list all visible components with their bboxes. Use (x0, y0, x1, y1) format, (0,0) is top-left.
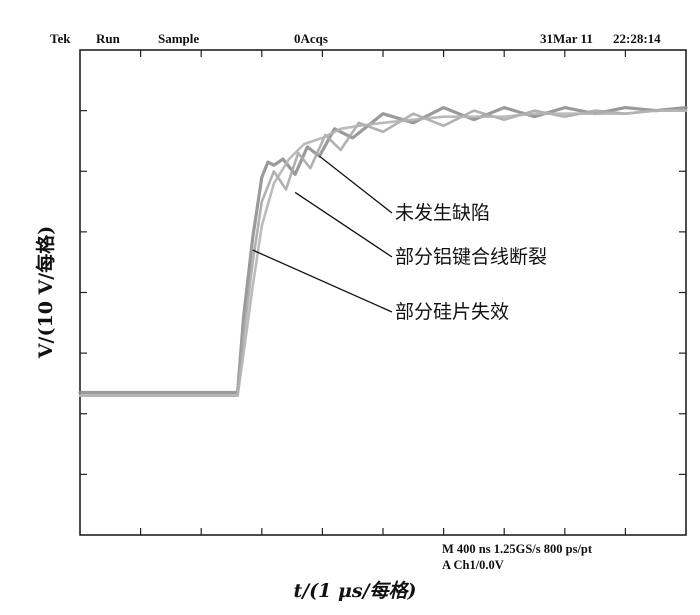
x-axis-label: t/(1 μs/每格) (293, 580, 416, 602)
trace-annotations: 未发生缺陷 部分铝键合线断裂 部分硅片失效 (252, 155, 547, 323)
acquire-mode-label: Sample (158, 31, 199, 46)
annotation-leader-line (252, 249, 393, 313)
settings-readout: M 400 ns 1.25GS/s 800 ps/pt A Ch1/0.0V (442, 542, 593, 572)
status-bar: Tek Run Sample 0Acqs 31Mar 11 22:28:14 (50, 31, 661, 46)
annotation-label-no-defect: 未发生缺陷 (395, 202, 490, 224)
waveform-traces (78, 105, 688, 397)
trigger-readout: A Ch1/0.0V (442, 558, 504, 572)
trace-line-1 (78, 105, 688, 395)
run-state-label: Run (96, 31, 121, 46)
date-label: 31Mar 11 (540, 31, 593, 46)
trace-line-3 (78, 109, 688, 397)
annotation-label-chip-failure: 部分硅片失效 (395, 301, 509, 323)
annotation-label-bond-wire-break: 部分铝键合线断裂 (395, 246, 547, 268)
annotation-leader-line (318, 155, 393, 214)
timebase-readout: M 400 ns 1.25GS/s 800 ps/pt (442, 542, 593, 556)
division-ticks (80, 50, 686, 535)
acquisition-count-label: 0Acqs (294, 31, 328, 46)
y-axis-label: V/(10 V/每格) (34, 226, 57, 359)
time-label: 22:28:14 (613, 31, 661, 46)
brand-label: Tek (50, 31, 71, 46)
annotation-leader-line (294, 191, 393, 258)
